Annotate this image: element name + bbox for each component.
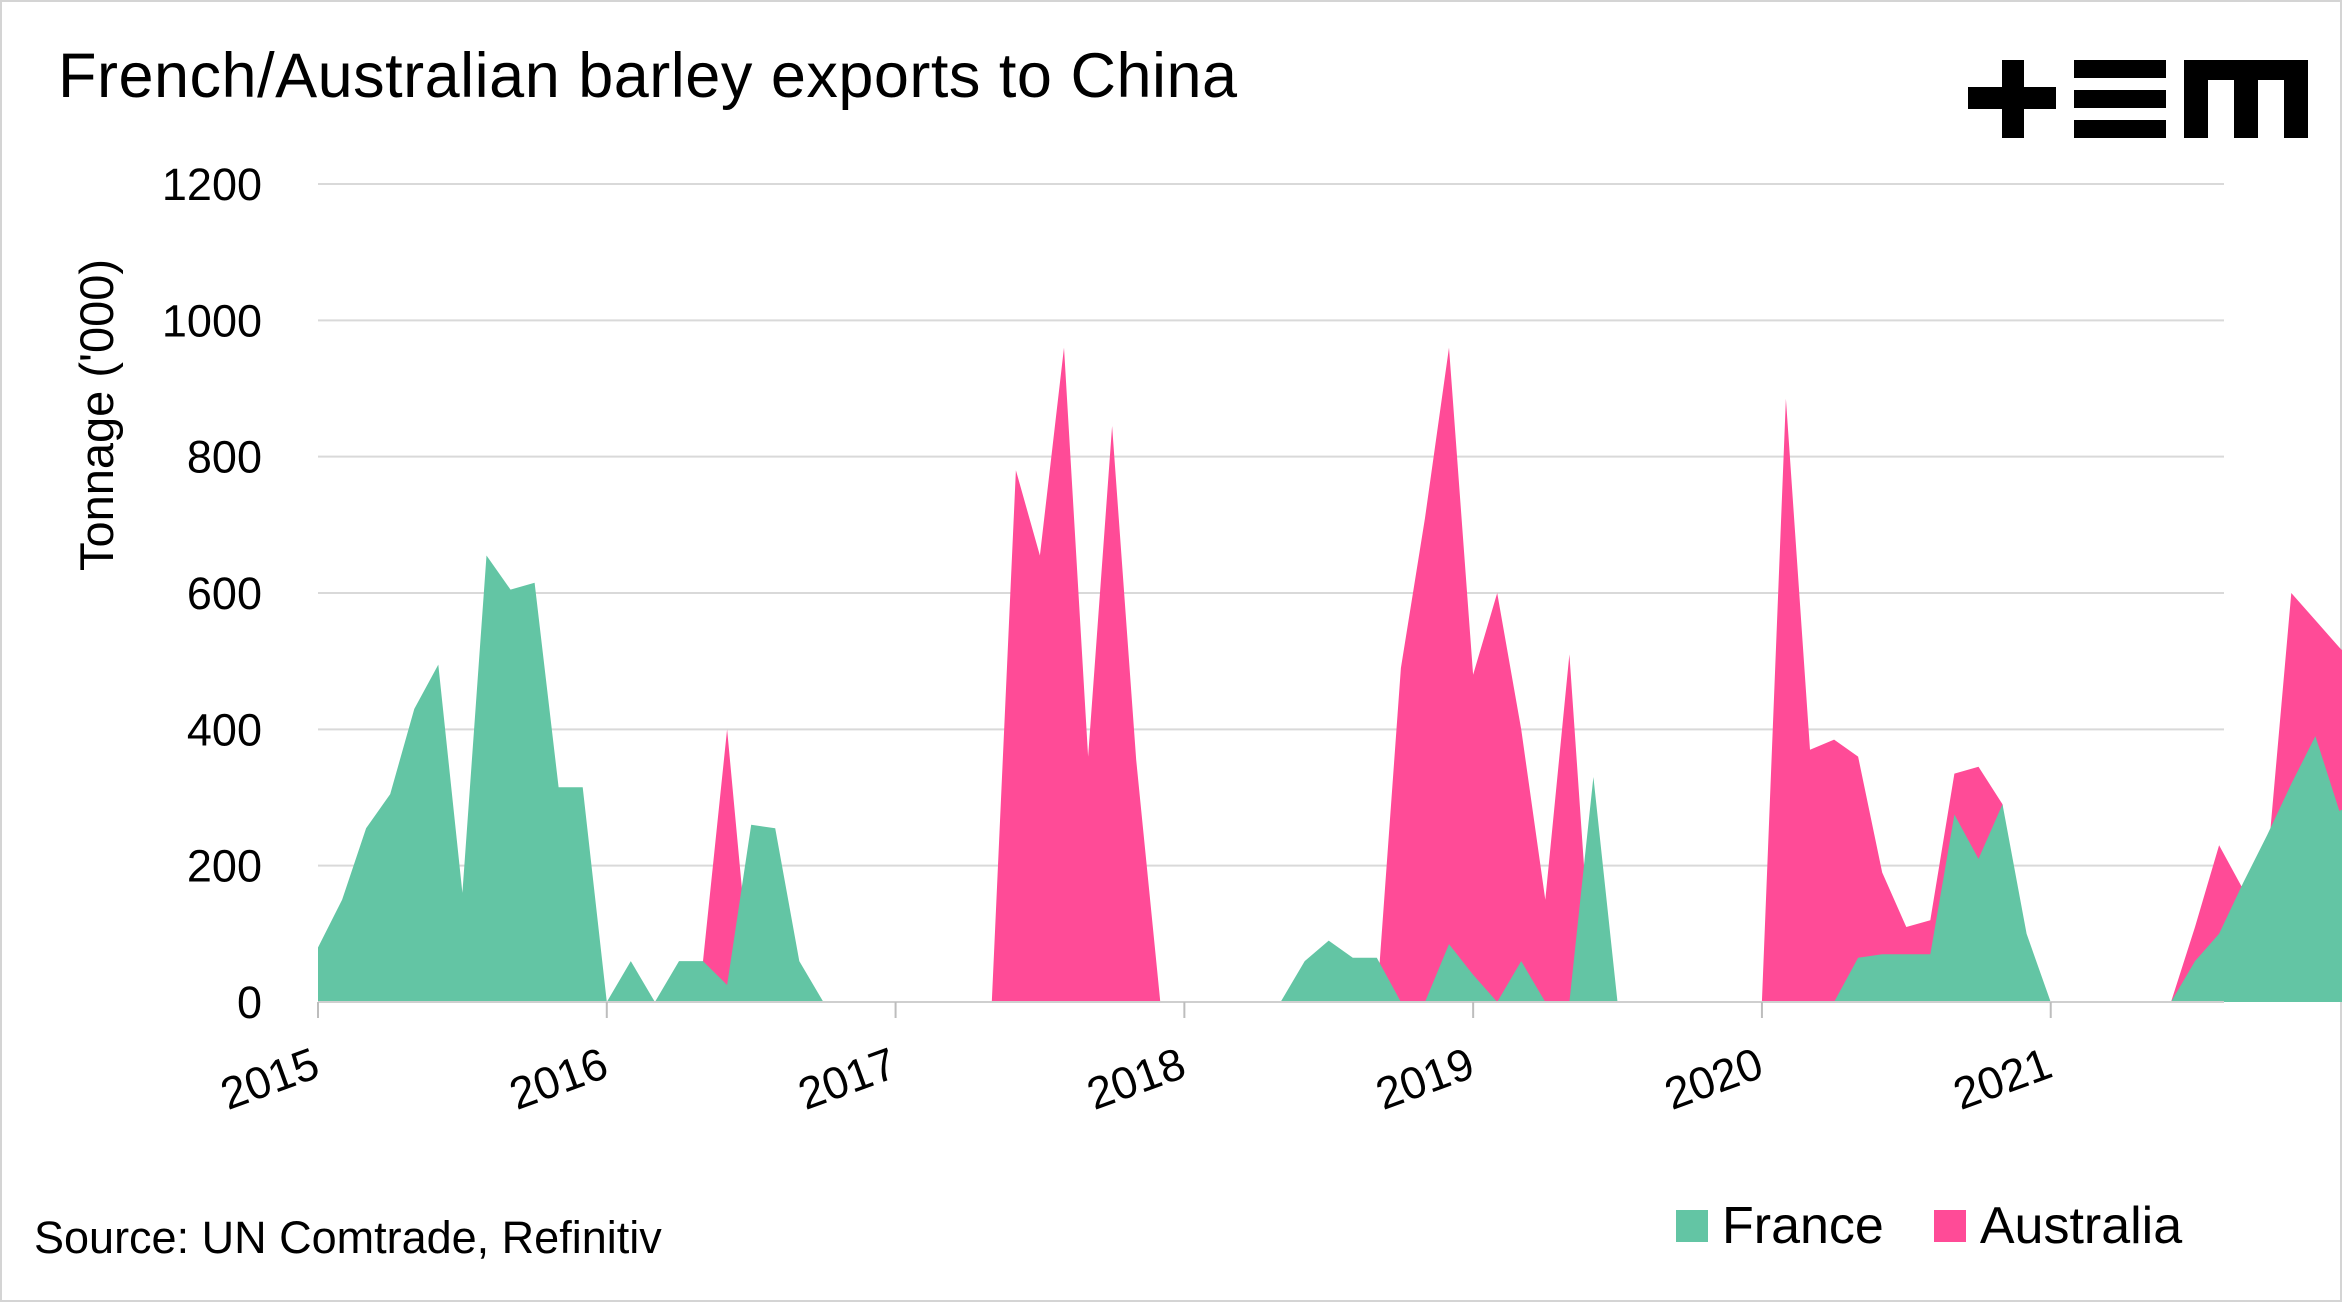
y-tick-label: 200: [187, 841, 262, 892]
y-tick-label: 1000: [162, 295, 262, 346]
y-tick-label: 600: [187, 568, 262, 619]
y-tick-label: 800: [187, 432, 262, 483]
y-tick-label: 1200: [162, 159, 262, 210]
series-areas: [318, 347, 2342, 1003]
legend-swatch-france: [1676, 1210, 1708, 1242]
x-tick-label: 2017: [791, 1037, 903, 1119]
x-tick-label: 2015: [214, 1037, 326, 1119]
x-tick-label: 2016: [503, 1037, 615, 1119]
source-note: Source: UN Comtrade, Refinitiv: [34, 1212, 662, 1263]
legend: France Australia: [1676, 1196, 2232, 1256]
gridlines: [318, 183, 2224, 867]
series-area-australia: [318, 347, 2342, 1002]
legend-item-france: France: [1676, 1196, 1884, 1256]
legend-label-australia: Australia: [1979, 1197, 2183, 1255]
x-axis-ticks: 2015 2016 2017 2018 2019 2020 2021: [214, 1002, 2058, 1120]
legend-label-france: France: [1722, 1197, 1884, 1255]
y-axis-ticks: 0 200 400 600 800 1000 1200: [162, 159, 262, 1028]
y-tick-label: 0: [237, 977, 262, 1028]
y-tick-label: 400: [187, 704, 262, 755]
series-area-france: [318, 555, 2342, 1002]
legend-swatch-australia: [1933, 1210, 1966, 1242]
tem-logo-mark: [1968, 60, 2308, 138]
legend-item-australia: Australia: [1933, 1196, 2183, 1256]
x-tick-label: 2021: [1947, 1037, 2059, 1119]
tem-logo: [1968, 60, 2308, 143]
y-axis-label: Tonnage ('000): [70, 259, 123, 571]
x-tick-label: 2018: [1080, 1037, 1192, 1119]
x-tick-label: 2019: [1369, 1037, 1481, 1119]
chart-title: French/Australian barley exports to Chin…: [58, 41, 1238, 111]
x-tick-label: 2020: [1658, 1037, 1770, 1119]
